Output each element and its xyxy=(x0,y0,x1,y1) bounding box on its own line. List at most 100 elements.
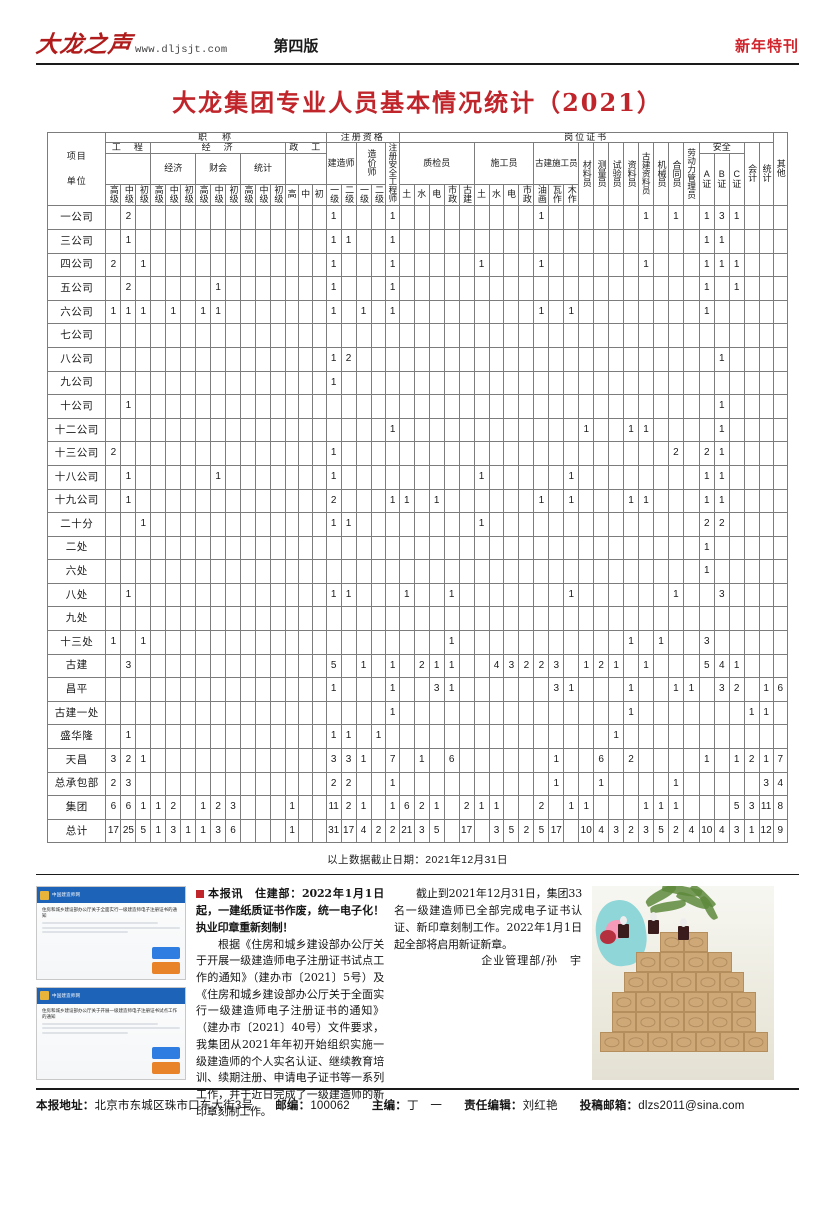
table-cell: 1 xyxy=(728,205,745,230)
table-cell xyxy=(120,441,137,466)
table-cell xyxy=(413,441,430,466)
table-cell xyxy=(298,630,313,655)
table-cell xyxy=(398,559,415,584)
thumb-header-bar-1: 中国建造师网 xyxy=(37,887,185,904)
table-cell: 5 xyxy=(533,818,550,844)
table-cell xyxy=(340,630,357,655)
table-cell xyxy=(443,323,460,348)
table-cell xyxy=(608,394,625,419)
table-cell xyxy=(298,818,313,844)
table-cell xyxy=(713,724,730,750)
table-cell xyxy=(682,252,700,278)
table-cell xyxy=(355,464,372,490)
table-cell xyxy=(385,323,400,348)
table-cell: 1 xyxy=(284,818,300,844)
table-row: 四公司 2 1 1 1 1 1 1 1 1 1 xyxy=(46,252,789,278)
table-cell xyxy=(473,417,490,443)
table-cell xyxy=(682,276,700,301)
table-cell xyxy=(225,252,242,278)
table-cell xyxy=(473,370,490,396)
table-cell xyxy=(518,464,535,490)
pol-senior: 高 xyxy=(284,183,300,207)
footer-submission-email[interactable]: 投稿邮箱：dlzs2011@sina.com xyxy=(579,1100,745,1113)
table-cell xyxy=(743,724,760,750)
table-cell: 1 xyxy=(398,488,415,514)
table-cell: 1 xyxy=(150,795,167,820)
post-survey: 测量员 xyxy=(593,142,610,207)
table-cell xyxy=(488,606,505,632)
table-cell xyxy=(638,441,655,466)
table-cell: 1 xyxy=(608,653,625,679)
footer-divider xyxy=(36,1088,799,1091)
table-cell xyxy=(340,464,357,490)
table-cell xyxy=(758,276,774,301)
section-divider xyxy=(36,874,799,876)
table-cell xyxy=(225,441,242,466)
table-cell xyxy=(713,795,730,820)
table-cell: 6 xyxy=(105,795,122,820)
table-cell xyxy=(398,512,415,537)
table-cell xyxy=(578,228,595,254)
table-cell: 1 xyxy=(120,724,137,750)
pol-mid: 中 xyxy=(298,183,313,207)
table-cell xyxy=(298,252,313,278)
table-cell xyxy=(225,653,242,679)
table-cell: 1 xyxy=(743,818,760,844)
table-cell: 1 xyxy=(428,488,445,514)
table-cell: 3 xyxy=(340,748,357,773)
c-civil: 土 xyxy=(473,183,490,207)
table-cell xyxy=(210,346,227,372)
table-cell xyxy=(428,276,445,301)
seal-bottle xyxy=(618,924,629,939)
table-cell: 6 xyxy=(443,748,460,773)
table-cell: 1 xyxy=(473,464,490,490)
table-cell xyxy=(413,535,430,561)
table-cell: 2 xyxy=(210,795,227,820)
table-cell xyxy=(548,606,565,632)
table-cell: 1 xyxy=(150,818,167,844)
table-cell xyxy=(518,795,535,820)
table-cell xyxy=(758,724,774,750)
table-cell xyxy=(325,630,342,655)
table-cell xyxy=(578,205,595,230)
table-cell: 1 xyxy=(385,700,400,726)
table-cell xyxy=(355,346,372,372)
table-cell xyxy=(269,370,286,396)
table-cell xyxy=(254,228,271,254)
table-cell xyxy=(340,441,357,466)
table-cell xyxy=(623,205,640,230)
table-cell xyxy=(180,276,197,301)
table-cell xyxy=(325,559,342,584)
table-cell xyxy=(240,630,256,655)
table-cell xyxy=(623,228,640,254)
table-cell xyxy=(503,512,520,537)
table-cell xyxy=(311,795,327,820)
table-cell xyxy=(254,417,271,443)
table-cell xyxy=(355,205,372,230)
table-cell xyxy=(398,441,415,466)
table-cell xyxy=(284,559,300,584)
table-cell xyxy=(370,653,387,679)
table-cell xyxy=(105,677,122,702)
table-cell xyxy=(758,205,774,230)
table-cell: 3 xyxy=(120,771,137,797)
table-cell xyxy=(608,464,625,490)
table-cell xyxy=(165,323,182,348)
footer-responsible-editor: 责任编辑：刘红艳 xyxy=(464,1100,558,1113)
a-carpentry: 木作 xyxy=(563,183,580,207)
table-cell xyxy=(210,653,227,679)
table-cell xyxy=(473,818,490,844)
row-unit-name: 一公司 xyxy=(46,205,107,230)
table-cell: 3 xyxy=(210,818,227,844)
table-cell xyxy=(667,653,684,679)
table-cell: 1 xyxy=(638,795,655,820)
table-cell xyxy=(682,299,700,325)
table-cell xyxy=(443,346,460,372)
stamp-box xyxy=(732,1012,756,1033)
post-statistics: 统计 xyxy=(758,142,774,207)
stamp-box xyxy=(660,1012,684,1033)
table-cell xyxy=(548,535,565,561)
table-cell: 1 xyxy=(385,252,400,278)
table-cell xyxy=(503,724,520,750)
table-cell xyxy=(533,771,550,797)
